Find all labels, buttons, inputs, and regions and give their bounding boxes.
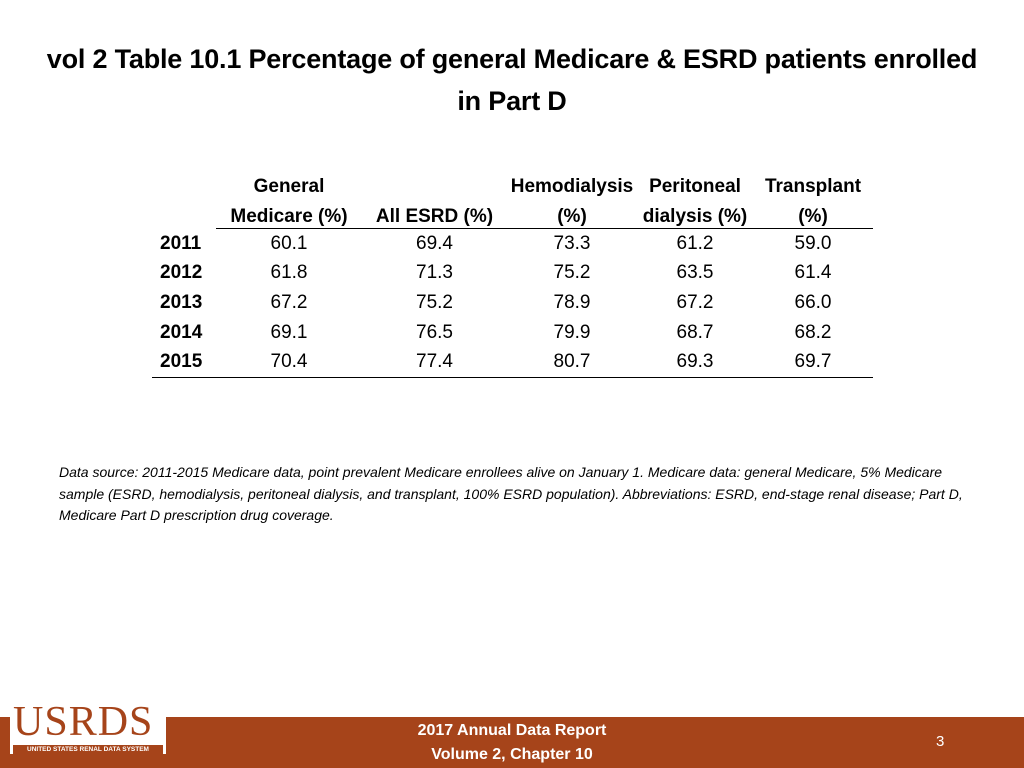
cell-peritoneal: 68.7 bbox=[676, 321, 714, 343]
row-year: 2014 bbox=[160, 321, 203, 343]
footer-bar bbox=[0, 717, 1024, 768]
cell-transplant: 66.0 bbox=[794, 291, 832, 313]
col-header-transplant-line2: (%) bbox=[753, 198, 873, 229]
row-year: 2015 bbox=[152, 347, 216, 378]
cell-hemodialysis: 78.9 bbox=[553, 291, 591, 313]
usrds-logo: USRDS UNITED STATES RENAL DATA SYSTEM bbox=[10, 699, 166, 754]
col-header-general-medicare-line1: General bbox=[253, 176, 325, 197]
logo-wordmark: USRDS bbox=[13, 699, 154, 745]
table-row: 2015 70.4 77.4 80.7 69.3 69.7 bbox=[152, 347, 873, 378]
col-header-hemodialysis-line2: (%) bbox=[507, 198, 637, 229]
cell-peritoneal: 61.2 bbox=[676, 232, 714, 254]
cell-hemodialysis: 80.7 bbox=[507, 347, 637, 378]
cell-general-medicare: 67.2 bbox=[270, 291, 308, 313]
cell-general-medicare: 69.1 bbox=[270, 321, 308, 343]
page-title: vol 2 Table 10.1 Percentage of general M… bbox=[46, 44, 978, 116]
cell-peritoneal: 69.3 bbox=[637, 347, 753, 378]
cell-all-esrd: 77.4 bbox=[362, 347, 507, 378]
data-source-note: Data source: 2011-2015 Medicare data, po… bbox=[59, 464, 963, 523]
cell-all-esrd: 71.3 bbox=[416, 262, 453, 284]
col-header-general-medicare-line2: Medicare (%) bbox=[216, 198, 362, 229]
col-header-peritoneal-line1: Peritoneal bbox=[649, 176, 741, 197]
cell-general-medicare: 60.1 bbox=[270, 232, 308, 254]
cell-hemodialysis: 79.9 bbox=[553, 321, 591, 343]
table-row: 2013 67.2 75.2 78.9 67.2 66.0 bbox=[152, 288, 873, 318]
col-header-transplant-line1: Transplant bbox=[764, 176, 862, 197]
cell-all-esrd: 69.4 bbox=[416, 232, 453, 254]
table-row: 2012 61.8 71.3 75.2 63.5 61.4 bbox=[152, 259, 873, 289]
cell-peritoneal: 63.5 bbox=[676, 262, 714, 284]
col-header-peritoneal-line2: dialysis (%) bbox=[637, 198, 753, 229]
col-header-all-esrd-line1 bbox=[362, 168, 507, 198]
cell-all-esrd: 76.5 bbox=[416, 321, 453, 343]
table-row: 2011 60.1 69.4 73.3 61.2 59.0 bbox=[152, 229, 873, 259]
cell-transplant: 59.0 bbox=[794, 232, 832, 254]
row-year: 2013 bbox=[160, 291, 203, 313]
cell-hemodialysis: 75.2 bbox=[553, 262, 591, 284]
logo-subtitle: UNITED STATES RENAL DATA SYSTEM bbox=[13, 745, 163, 754]
col-header-all-esrd-line2: All ESRD (%) bbox=[362, 198, 507, 229]
table-row: 2014 69.1 76.5 79.9 68.7 68.2 bbox=[152, 318, 873, 348]
cell-all-esrd: 75.2 bbox=[416, 291, 453, 313]
cell-general-medicare: 70.4 bbox=[216, 347, 362, 378]
cell-transplant: 69.7 bbox=[753, 347, 873, 378]
row-year: 2011 bbox=[160, 232, 202, 254]
footer-line-2: Volume 2, Chapter 10 bbox=[431, 746, 593, 763]
cell-transplant: 68.2 bbox=[794, 321, 832, 343]
cell-hemodialysis: 73.3 bbox=[553, 232, 591, 254]
table-header-row-1: General Hemodialysis Peritoneal Transpla… bbox=[152, 168, 873, 198]
page-number: 3 bbox=[936, 733, 945, 750]
cell-transplant: 61.4 bbox=[794, 262, 832, 284]
footer-report-label: 2017 Annual Data Report Volume 2, Chapte… bbox=[350, 719, 674, 767]
row-year: 2012 bbox=[160, 262, 203, 284]
footer-line-1: 2017 Annual Data Report bbox=[417, 722, 607, 739]
cell-peritoneal: 67.2 bbox=[676, 291, 714, 313]
part-d-enrollment-table: General Hemodialysis Peritoneal Transpla… bbox=[152, 168, 873, 378]
table-header-row-2: Medicare (%) All ESRD (%) (%) dialysis (… bbox=[152, 198, 873, 229]
col-header-hemodialysis-line1: Hemodialysis bbox=[510, 176, 634, 197]
cell-general-medicare: 61.8 bbox=[270, 262, 308, 284]
